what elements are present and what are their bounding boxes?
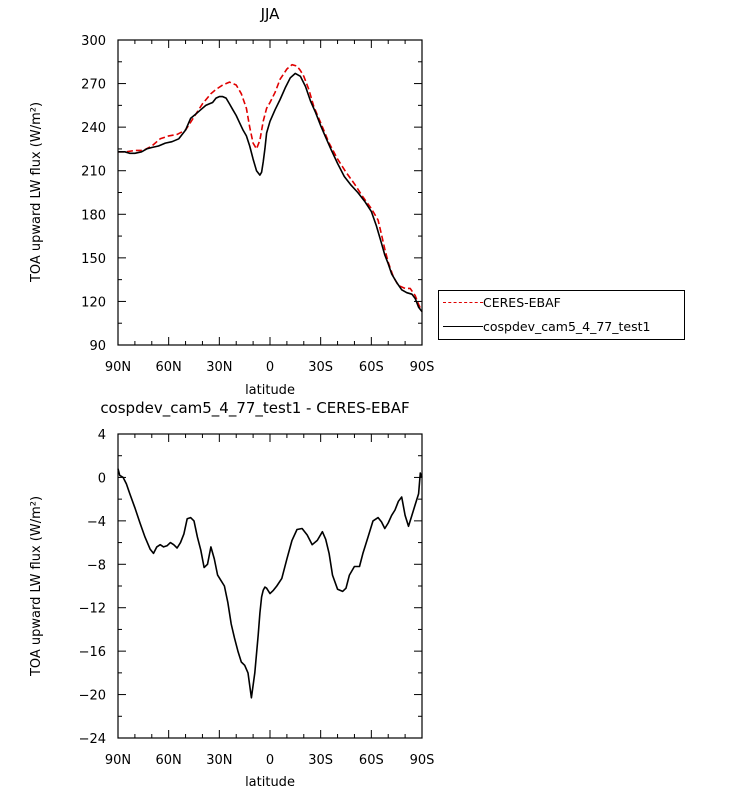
top-x-tick-label: 0 bbox=[266, 360, 274, 375]
bottom-plot-frame bbox=[117, 433, 423, 739]
legend-item-ceres: CERES-EBAF bbox=[439, 293, 684, 313]
top-y-axis-label: TOA upward LW flux (W/m²) bbox=[29, 102, 44, 283]
legend-item-model: cospdev_cam5_4_77_test1 bbox=[439, 317, 684, 337]
top-chart-title: JJA bbox=[260, 5, 281, 23]
bottom-y-tick-label: −4 bbox=[87, 515, 106, 530]
top-axis-ticks: 90N 60N 30N 0 30S 60S 90S 90 120 150 180 210 240 270 3… bbox=[81, 34, 434, 375]
top-y-tick-label: 150 bbox=[81, 252, 106, 267]
bottom-y-tick-label: −16 bbox=[79, 645, 106, 660]
top-y-tick-label: 270 bbox=[81, 78, 106, 93]
legend-label-model: cospdev_cam5_4_77_test1 bbox=[483, 319, 651, 334]
legend-swatch-ceres bbox=[443, 302, 483, 303]
top-x-axis-label: latitude bbox=[245, 383, 295, 398]
bottom-panel: cospdev_cam5_4_77_test1 - CERES-EBAF 90N… bbox=[29, 399, 434, 790]
bottom-x-tick-label: 90N bbox=[105, 753, 131, 768]
top-y-tick-label: 90 bbox=[89, 339, 106, 354]
bottom-y-tick-label: −12 bbox=[79, 602, 106, 617]
bottom-y-tick-label: −24 bbox=[79, 732, 106, 747]
top-y-tick-label: 120 bbox=[81, 295, 106, 310]
top-series-layer bbox=[118, 63, 423, 313]
bottom-y-tick-label: −8 bbox=[87, 558, 106, 573]
bottom-chart-title: cospdev_cam5_4_77_test1 - CERES-EBAF bbox=[100, 399, 409, 418]
legend-label-ceres: CERES-EBAF bbox=[483, 295, 561, 310]
bottom-x-tick-label: 0 bbox=[266, 753, 274, 768]
bottom-series-layer bbox=[117, 468, 423, 699]
top-x-tick-label: 60N bbox=[156, 360, 182, 375]
bottom-x-tick-label: 60S bbox=[359, 753, 384, 768]
bottom-x-tick-label: 60N bbox=[156, 753, 182, 768]
top-y-tick-label: 180 bbox=[81, 208, 106, 223]
bottom-x-tick-label: 90S bbox=[410, 753, 435, 768]
bottom-x-tick-label: 30N bbox=[206, 753, 232, 768]
bottom-y-axis-label: TOA upward LW flux (W/m²) bbox=[29, 496, 44, 677]
top-y-tick-label: 300 bbox=[81, 34, 106, 49]
top-x-tick-label: 30N bbox=[206, 360, 232, 375]
bottom-series-line-model bbox=[117, 468, 423, 699]
top-x-tick-label: 90S bbox=[410, 360, 435, 375]
top-y-tick-label: 240 bbox=[81, 121, 106, 136]
bottom-axis-ticks: 90N 60N 30N 0 30S 60S 90S −24 −20 −16 −12 −8 −4 0 4 bbox=[79, 428, 435, 768]
top-x-tick-label: 60S bbox=[359, 360, 384, 375]
legend-swatch-model bbox=[443, 326, 483, 327]
top-x-tick-label: 90N bbox=[105, 360, 131, 375]
top-x-tick-label: 30S bbox=[308, 360, 333, 375]
top-panel: JJA 90N 60N 30N 0 30S 60S 90S 90 120 150 180 210 240… bbox=[29, 5, 434, 398]
bottom-x-tick-label: 30S bbox=[308, 753, 333, 768]
top-y-tick-label: 210 bbox=[81, 165, 106, 180]
top-series-line-ceres bbox=[118, 63, 423, 312]
bottom-y-tick-label: −20 bbox=[79, 689, 106, 704]
bottom-y-tick-label: 0 bbox=[98, 471, 106, 486]
legend: CERES-EBAF cospdev_cam5_4_77_test1 bbox=[438, 290, 685, 340]
top-series-line-model bbox=[118, 72, 423, 313]
bottom-y-tick-label: 4 bbox=[98, 428, 106, 443]
top-plot-frame bbox=[117, 39, 423, 346]
bottom-x-axis-label: latitude bbox=[245, 775, 295, 790]
